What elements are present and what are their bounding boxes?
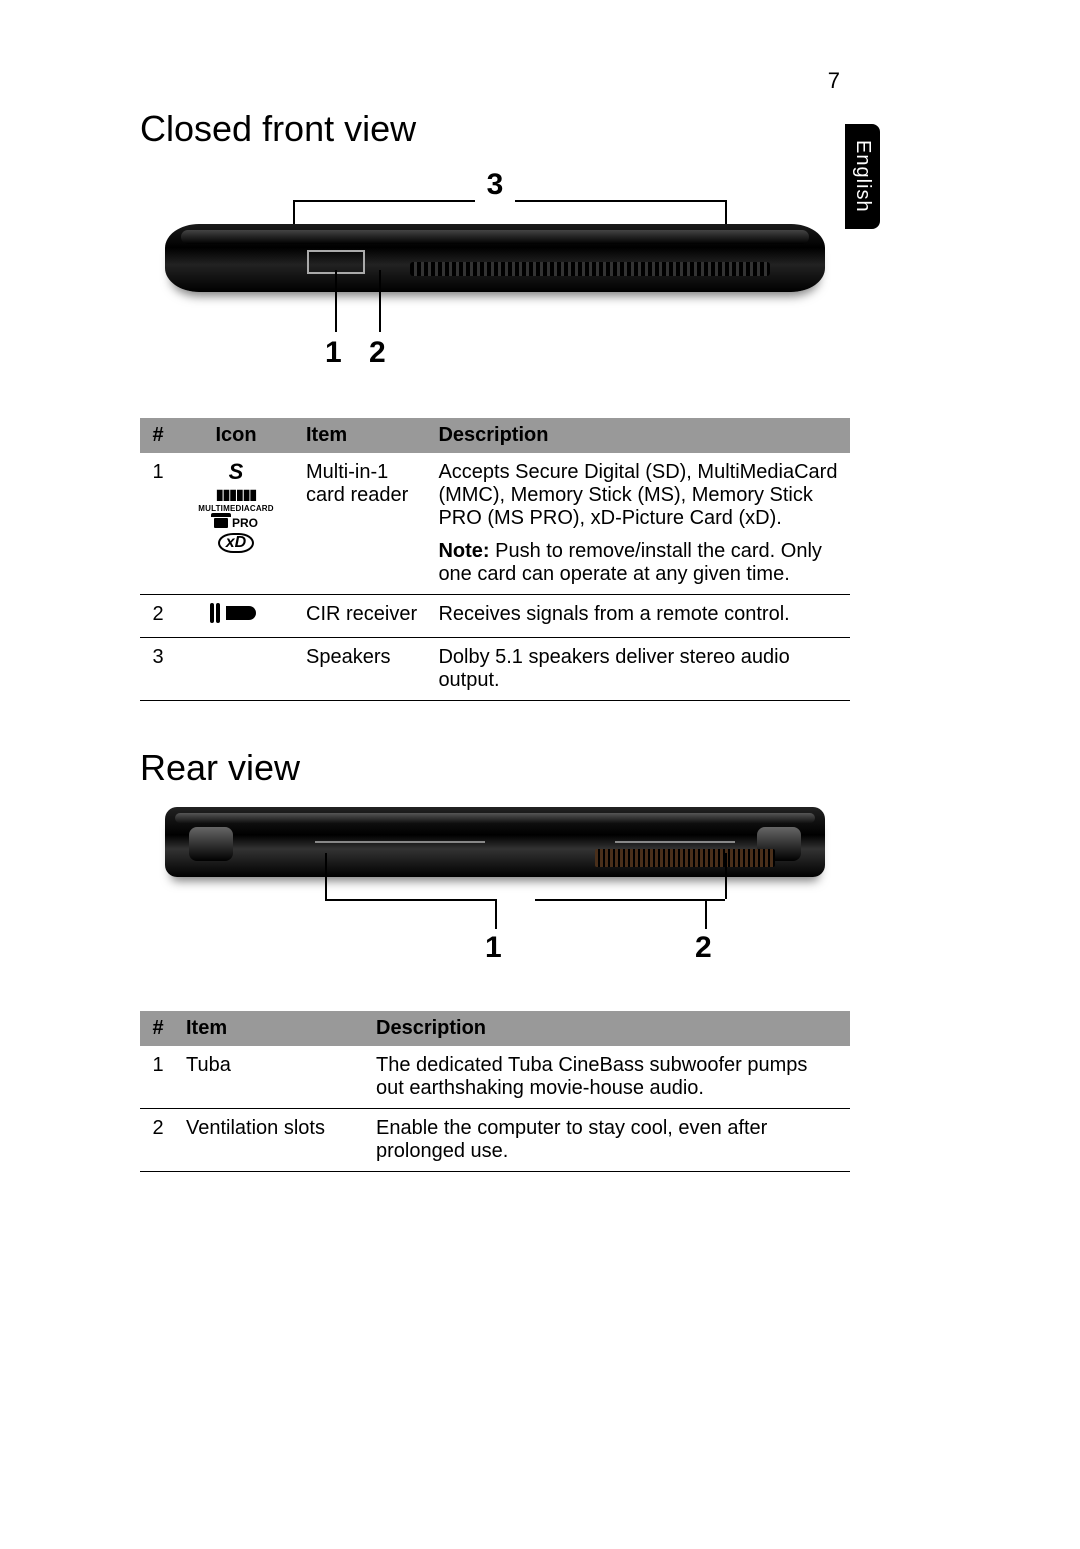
language-tab: English	[845, 124, 880, 229]
page-content: Closed front view 3 1 2 # Icon Item Desc…	[140, 108, 850, 1172]
note-text: Push to remove/install the card. Only on…	[438, 540, 821, 585]
table-row: 1 S ▮▮▮▮▮▮ MULTIMEDIACARD PRO xD Multi-i…	[140, 453, 850, 595]
rear-callout-2: 2	[695, 931, 712, 965]
row-item: Ventilation slots	[176, 1109, 366, 1172]
rear-th-num: #	[140, 1011, 176, 1046]
rear-th-item: Item	[176, 1011, 366, 1046]
mmc-bars-icon: ▮▮▮▮▮▮	[216, 487, 256, 501]
row-item: Tuba	[176, 1046, 366, 1109]
front-th-item: Item	[296, 418, 428, 453]
row-desc: Accepts Secure Digital (SD), MultiMediaC…	[428, 453, 850, 595]
rear-diagram: 1 2	[165, 807, 825, 977]
ms-icon	[214, 518, 228, 528]
table-row: 2 Ventilation slots Enable the computer …	[140, 1109, 850, 1172]
front-table: # Icon Item Description 1 S ▮▮▮▮▮▮ MULTI…	[140, 418, 850, 701]
front-th-icon: Icon	[176, 418, 296, 453]
row-num: 1	[140, 453, 176, 595]
row-desc-text: Accepts Secure Digital (SD), MultiMediaC…	[438, 461, 837, 529]
front-heading: Closed front view	[140, 108, 850, 150]
rear-callout-1: 1	[485, 931, 502, 965]
table-row: 3 Speakers Dolby 5.1 speakers deliver st…	[140, 638, 850, 701]
row-desc: Receives signals from a remote control.	[428, 595, 850, 638]
front-diagram: 3 1 2	[165, 168, 825, 378]
speaker-icon	[176, 638, 296, 701]
row-desc: Enable the computer to stay cool, even a…	[366, 1109, 850, 1172]
row-num: 2	[140, 595, 176, 638]
mmc-label: MULTIMEDIACARD	[198, 505, 274, 513]
row-item: Speakers	[296, 638, 428, 701]
card-reader-icon: S ▮▮▮▮▮▮ MULTIMEDIACARD PRO xD	[176, 453, 296, 595]
page-number: 7	[828, 68, 840, 94]
laptop-front-illustration	[165, 224, 825, 292]
front-callout-2: 2	[369, 336, 386, 370]
rear-th-desc: Description	[366, 1011, 850, 1046]
front-callout-3: 3	[487, 168, 504, 202]
row-desc: The dedicated Tuba CineBass subwoofer pu…	[366, 1046, 850, 1109]
rear-table: # Item Description 1 Tuba The dedicated …	[140, 1011, 850, 1172]
front-callout-1: 1	[325, 336, 342, 370]
cir-icon	[176, 595, 296, 638]
row-desc: Dolby 5.1 speakers deliver stereo audio …	[428, 638, 850, 701]
table-row: 2 CIR receiver Receives signals from a r…	[140, 595, 850, 638]
pro-label: PRO	[232, 517, 258, 529]
row-item: Multi-in-1 card reader	[296, 453, 428, 595]
row-num: 3	[140, 638, 176, 701]
xd-icon: xD	[218, 533, 254, 553]
row-num: 2	[140, 1109, 176, 1172]
sd-icon: S	[229, 461, 244, 483]
note-label: Note:	[438, 540, 489, 562]
front-th-desc: Description	[428, 418, 850, 453]
row-num: 1	[140, 1046, 176, 1109]
row-item: CIR receiver	[296, 595, 428, 638]
front-th-num: #	[140, 418, 176, 453]
rear-heading: Rear view	[140, 747, 850, 789]
table-row: 1 Tuba The dedicated Tuba CineBass subwo…	[140, 1046, 850, 1109]
